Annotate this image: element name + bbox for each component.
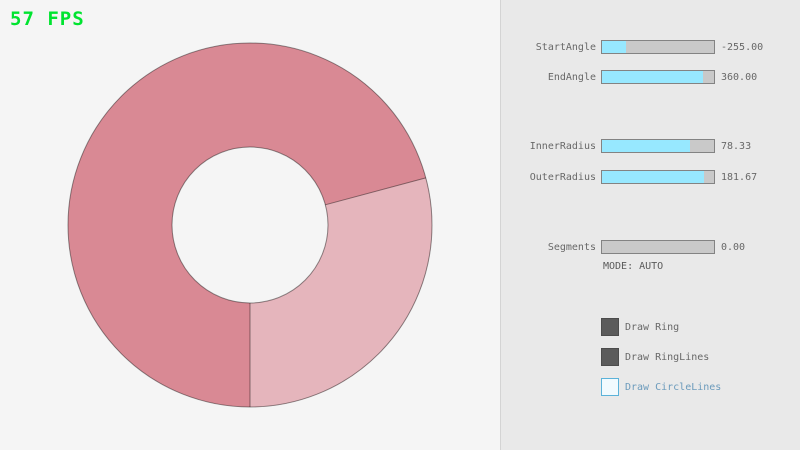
segments-slider[interactable] [601,240,715,254]
slider-row-outer-radius: OuterRadius 181.67 [501,170,800,184]
segments-label: Segments [547,242,596,253]
draw-circlelines-label: Draw CircleLines [625,382,722,393]
inner-radius-slider[interactable] [601,139,715,153]
draw-ring-label: Draw Ring [625,322,680,333]
outer-radius-slider[interactable] [601,170,715,184]
draw-ringlines-label: Draw RingLines [625,352,710,363]
mode-label: MODE: AUTO [603,261,664,272]
inner-radius-value: 78.33 [721,141,752,152]
end-angle-label: EndAngle [547,72,596,83]
slider-fill [602,71,703,83]
segments-value: 0.00 [721,242,746,253]
controls-panel: StartAngle -255.00 EndAngle 360.00 Inner… [500,0,800,450]
checkbox-row-draw-ring: Draw Ring [601,318,800,336]
slider-row-segments: Segments 0.00 [501,240,800,254]
fps-counter: 57 FPS [10,8,85,30]
ring-inner-outline [171,146,329,304]
start-angle-value: -255.00 [721,42,764,53]
ring-start-line [325,177,426,206]
slider-fill [602,41,627,53]
slider-fill [602,171,704,183]
ring-outer-outline [67,42,433,408]
ring-light-sector [250,177,433,407]
checkbox-row-draw-circlelines: Draw CircleLines [601,378,800,396]
start-angle-slider[interactable] [601,40,715,54]
slider-row-inner-radius: InnerRadius 78.33 [501,139,800,153]
ring-inner-hole [172,147,328,303]
slider-fill [602,140,690,152]
outer-radius-label: OuterRadius [529,172,596,183]
end-angle-slider[interactable] [601,70,715,84]
draw-circlelines-checkbox[interactable] [601,378,619,396]
end-angle-value: 360.00 [721,72,758,83]
checkbox-row-draw-ringlines: Draw RingLines [601,348,800,366]
draw-ringlines-checkbox[interactable] [601,348,619,366]
slider-row-end-angle: EndAngle 360.00 [501,70,800,84]
slider-row-start-angle: StartAngle -255.00 [501,40,800,54]
draw-ring-checkbox[interactable] [601,318,619,336]
inner-radius-label: InnerRadius [529,141,596,152]
start-angle-label: StartAngle [535,42,596,53]
outer-radius-value: 181.67 [721,172,758,183]
